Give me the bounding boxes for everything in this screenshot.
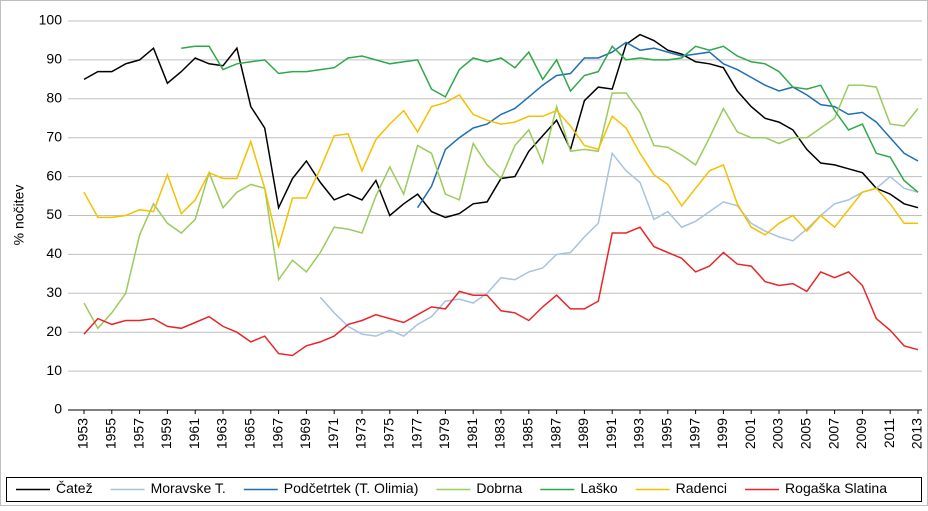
y-tick-label: 20 [46, 323, 62, 339]
x-tick-label: 1981 [464, 418, 480, 449]
series-line [416, 41, 919, 209]
x-tick-label: 1997 [686, 418, 702, 449]
x-tick-label: 2009 [853, 418, 869, 449]
legend-label: Rogaška Slatina [785, 480, 887, 496]
x-tick-label: 2001 [742, 418, 758, 449]
y-tick-label: 60 [46, 167, 62, 183]
x-tick-label: 1989 [575, 418, 591, 449]
x-tick-label: 1961 [186, 418, 202, 449]
y-tick-label: 10 [46, 362, 62, 378]
y-tick-label: 90 [46, 51, 62, 67]
legend-label: Radenci [676, 480, 727, 496]
x-tick-label: 1991 [603, 418, 619, 449]
x-tick-label: 1983 [492, 418, 508, 449]
x-tick-label: 1963 [214, 418, 230, 449]
y-tick-label: 70 [46, 128, 62, 144]
x-tick-label: 1987 [547, 418, 563, 449]
legend-label: Čatež [56, 480, 93, 496]
series-line [83, 93, 918, 250]
legend-label: Podčetrtek (T. Olimia) [284, 480, 419, 496]
x-tick-label: 1975 [381, 418, 397, 449]
x-tick-label: 1979 [436, 418, 452, 449]
y-tick-label: 30 [46, 284, 62, 300]
y-tick-label: 100 [39, 12, 63, 28]
x-tick-label: 1953 [75, 418, 91, 449]
x-tick-label: 1967 [269, 418, 285, 449]
series-line [83, 84, 919, 330]
y-tick-label: 50 [46, 206, 62, 222]
x-tick-label: 2003 [770, 418, 786, 449]
x-tick-label: 2005 [798, 418, 814, 449]
x-tick-label: 1959 [158, 418, 174, 449]
x-tick-label: 1985 [520, 418, 536, 449]
x-tick-label: 1955 [103, 418, 119, 449]
y-axis-label: % nočitev [11, 185, 27, 246]
series-line [83, 226, 919, 357]
legend-label: Laško [580, 480, 618, 496]
x-tick-label: 1977 [408, 418, 424, 449]
x-tick-label: 1973 [353, 418, 369, 449]
x-tick-label: 1999 [714, 418, 730, 449]
x-tick-label: 1971 [325, 418, 341, 449]
legend-label: Moravske T. [151, 480, 226, 496]
x-tick-label: 2013 [909, 418, 925, 449]
x-tick-label: 1965 [242, 418, 258, 449]
x-tick-label: 1957 [130, 418, 146, 449]
x-tick-label: 2007 [825, 418, 841, 449]
x-tick-label: 2011 [881, 418, 897, 448]
y-tick-label: 0 [54, 401, 62, 417]
x-tick-label: 1993 [631, 418, 647, 449]
y-tick-label: 40 [46, 245, 62, 261]
y-tick-label: 80 [46, 90, 62, 106]
series-line [181, 45, 919, 193]
x-tick-label: 1969 [297, 418, 313, 449]
legend-label: Dobrna [476, 480, 522, 496]
legend-box [6, 477, 922, 502]
x-tick-label: 1995 [659, 418, 675, 449]
